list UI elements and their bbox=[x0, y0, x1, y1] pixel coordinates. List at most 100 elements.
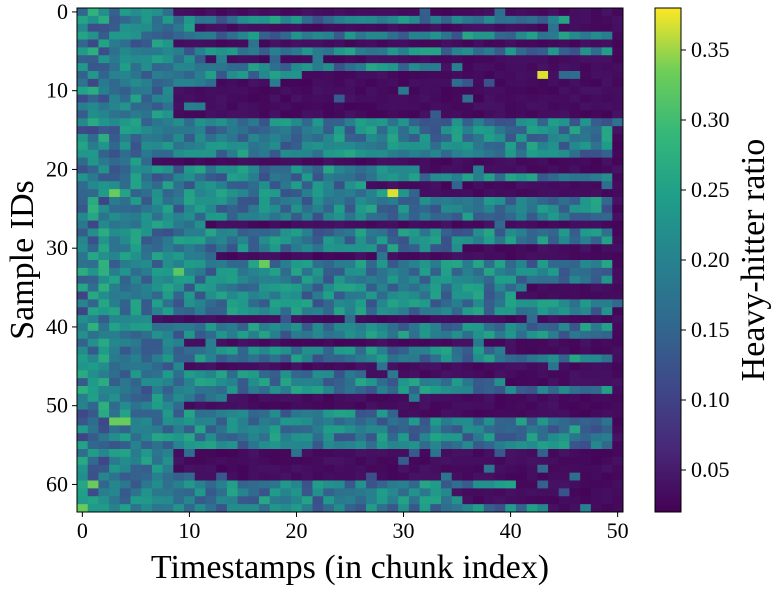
heatmap-cell bbox=[98, 283, 110, 292]
heatmap-cell bbox=[462, 220, 474, 229]
heatmap-cell bbox=[151, 31, 164, 40]
heatmap-cell bbox=[473, 181, 485, 190]
heatmap-cell bbox=[462, 449, 474, 458]
heatmap-cell bbox=[376, 55, 388, 64]
heatmap-cell bbox=[430, 244, 442, 253]
heatmap-cell bbox=[151, 291, 164, 300]
heatmap-cell bbox=[205, 409, 217, 418]
heatmap-cell bbox=[248, 386, 260, 395]
heatmap-cell bbox=[462, 330, 474, 340]
heatmap-cell bbox=[612, 244, 624, 253]
heatmap-cell bbox=[612, 315, 624, 324]
heatmap-cell bbox=[162, 165, 174, 174]
heatmap-cell bbox=[526, 299, 538, 308]
heatmap-cell bbox=[248, 47, 260, 56]
heatmap-cell bbox=[151, 307, 164, 316]
heatmap-cell bbox=[248, 252, 260, 261]
heatmap-cell bbox=[141, 189, 153, 198]
heatmap-cell bbox=[387, 8, 399, 17]
heatmap-cell bbox=[184, 102, 196, 111]
heatmap-cell bbox=[301, 260, 313, 269]
heatmap-cell bbox=[226, 323, 238, 332]
heatmap-cell bbox=[569, 47, 581, 56]
heatmap-cell bbox=[558, 94, 570, 103]
heatmap-cell bbox=[430, 480, 442, 489]
heatmap-cell bbox=[558, 464, 570, 474]
heatmap-cell bbox=[248, 94, 260, 103]
heatmap-cell bbox=[301, 472, 313, 481]
heatmap-cell bbox=[194, 409, 206, 418]
heatmap-cell bbox=[162, 189, 174, 198]
heatmap-cell bbox=[601, 157, 613, 166]
heatmap-cell bbox=[398, 441, 410, 450]
heatmap-cell bbox=[77, 496, 89, 505]
heatmap-cell bbox=[548, 441, 560, 450]
heatmap-cell bbox=[505, 252, 517, 261]
heatmap-cell bbox=[130, 31, 142, 40]
heatmap-cell bbox=[355, 31, 367, 40]
heatmap-cell bbox=[216, 204, 228, 214]
heatmap-cell bbox=[505, 338, 517, 348]
heatmap-cell bbox=[323, 157, 335, 166]
heatmap-cell bbox=[505, 472, 517, 481]
heatmap-cell bbox=[291, 378, 303, 387]
heatmap-cell bbox=[376, 464, 388, 474]
heatmap-cell bbox=[312, 244, 324, 253]
heatmap-cell bbox=[569, 299, 581, 308]
heatmap-cell bbox=[162, 102, 174, 111]
heatmap-cell bbox=[387, 78, 399, 88]
heatmap-cell bbox=[226, 291, 238, 300]
heatmap-cell bbox=[580, 157, 592, 166]
heatmap-cell bbox=[398, 449, 410, 458]
heatmap-cell bbox=[141, 39, 153, 48]
heatmap-cell bbox=[515, 94, 528, 103]
heatmap-cell bbox=[333, 488, 346, 497]
heatmap-cell bbox=[408, 291, 420, 300]
heatmap-cell bbox=[515, 433, 528, 442]
heatmap-cell bbox=[77, 504, 89, 513]
heatmap-cell bbox=[119, 78, 131, 88]
heatmap-cell bbox=[151, 378, 164, 387]
heatmap-cell bbox=[612, 346, 624, 355]
heatmap-cell bbox=[130, 417, 142, 426]
heatmap-cell bbox=[151, 330, 164, 340]
heatmap-cell bbox=[216, 31, 228, 40]
heatmap-cell bbox=[558, 47, 570, 56]
heatmap-cell bbox=[237, 55, 249, 64]
heatmap-cell bbox=[537, 252, 549, 261]
heatmap-cell bbox=[590, 417, 602, 426]
heatmap-cell bbox=[376, 370, 388, 379]
heatmap-cell bbox=[483, 401, 495, 411]
heatmap-cell bbox=[291, 228, 303, 237]
heatmap-cell bbox=[494, 417, 506, 426]
heatmap-cell bbox=[269, 118, 281, 127]
heatmap-cell bbox=[408, 267, 420, 277]
heatmap-cell bbox=[237, 267, 249, 277]
heatmap-cell bbox=[109, 252, 121, 261]
heatmap-cell bbox=[398, 228, 410, 237]
heatmap-cell bbox=[301, 433, 313, 442]
heatmap-cell bbox=[612, 220, 624, 229]
heatmap-cell bbox=[333, 378, 346, 387]
heatmap-cell bbox=[548, 456, 560, 466]
heatmap-cell bbox=[237, 252, 249, 261]
heatmap-cell bbox=[269, 449, 281, 458]
heatmap-cell bbox=[569, 15, 581, 25]
heatmap-cell bbox=[226, 417, 238, 426]
heatmap-cell bbox=[515, 275, 528, 285]
heatmap-cell bbox=[248, 86, 260, 96]
heatmap-cell bbox=[483, 15, 495, 25]
heatmap-cell bbox=[259, 472, 271, 481]
heatmap-cell bbox=[130, 307, 142, 316]
heatmap-cell bbox=[205, 464, 217, 474]
heatmap-cell bbox=[151, 260, 164, 269]
heatmap-cell bbox=[569, 323, 581, 332]
heatmap-cell bbox=[441, 496, 453, 505]
heatmap-cell bbox=[130, 134, 142, 143]
heatmap-cell bbox=[323, 433, 335, 442]
heatmap-cell bbox=[590, 220, 602, 229]
heatmap-cell bbox=[77, 401, 89, 411]
heatmap-cell bbox=[141, 126, 153, 135]
heatmap-cell bbox=[184, 63, 196, 72]
heatmap-cell bbox=[419, 260, 431, 269]
